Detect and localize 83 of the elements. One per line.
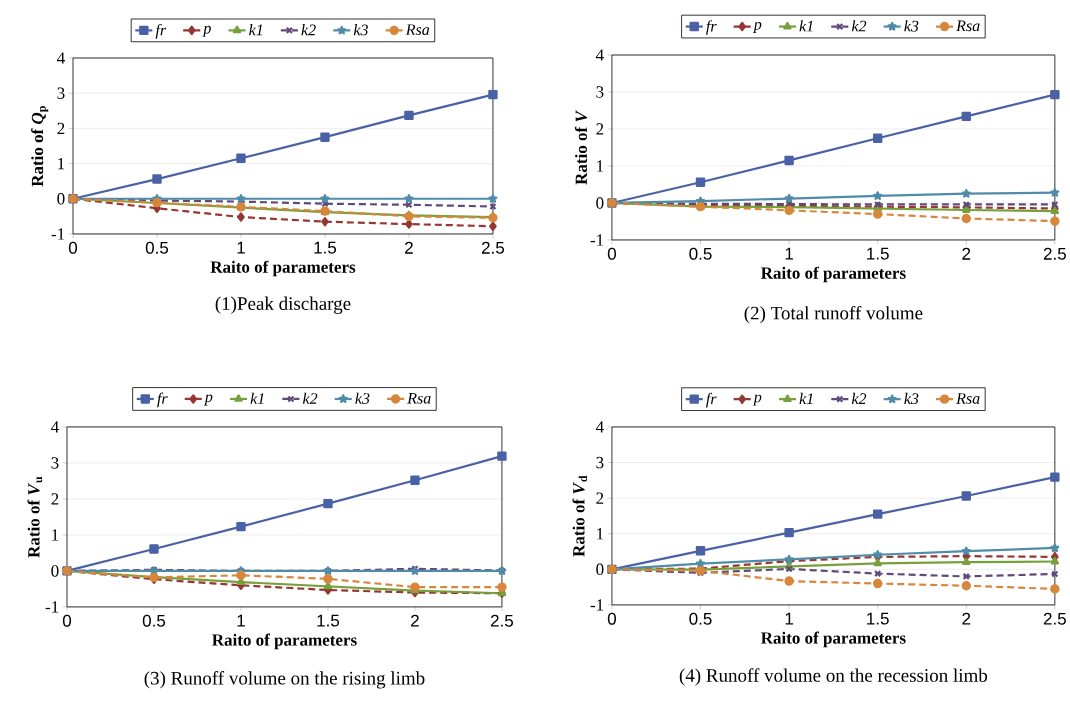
legend-label: k3 — [355, 392, 370, 404]
x-tick-label: 2.5 — [1043, 612, 1066, 625]
legend-label: k3 — [353, 24, 368, 36]
legend-label: fr — [157, 392, 168, 408]
y-tick-label: 4 — [57, 52, 65, 64]
y-tick-label: 3 — [57, 87, 65, 99]
x-axis-title: Raito of parameters — [761, 266, 906, 283]
legend-label: Rsa — [956, 393, 980, 404]
y-tick-label: 2 — [57, 122, 65, 135]
y-axis-title: Ratio of V$_{d}$ — [572, 475, 588, 557]
legend-label: p — [752, 394, 762, 406]
legend-label: p — [752, 22, 762, 34]
y-tick-label: -1 — [590, 234, 604, 246]
x-tick-label: 2.5 — [1043, 247, 1066, 260]
y-axis-title: Ratio of Q$_{p}$ — [31, 106, 49, 187]
y-tick-label: 1 — [597, 160, 604, 172]
text: (4) Runoff volume on the recession limb — [679, 668, 988, 686]
legend-label: k2 — [301, 24, 316, 36]
x-tick-label: 1 — [785, 612, 793, 625]
y-tick-label: 0 — [51, 565, 59, 577]
y-tick-label: -1 — [51, 228, 65, 240]
legend-label: k1 — [799, 20, 813, 32]
legend-label: Rsa — [405, 24, 430, 36]
legend-label: fr — [706, 392, 717, 408]
x-tick-label: 1.5 — [314, 241, 337, 254]
x-tick-label: 0.5 — [142, 614, 166, 627]
x-tick-label: 0.5 — [689, 247, 712, 260]
x-tick-label: 1.5 — [867, 247, 889, 260]
y-tick-label: -1 — [45, 601, 59, 613]
y-axis-title: Ratio of V — [574, 110, 588, 185]
x-tick-label: 0 — [68, 241, 78, 254]
y-tick-label: 2 — [596, 123, 604, 135]
legend-label: p — [203, 394, 213, 406]
legend-label: k2 — [851, 392, 867, 404]
x-axis-title: Raito of parameters — [761, 631, 906, 648]
x-tick-label: 2.5 — [490, 614, 514, 627]
x-tick-label: 1.5 — [317, 614, 340, 627]
y-axis-title: Ratio of V$_{u}$ — [27, 476, 43, 558]
x-tick-label: 2.5 — [481, 241, 505, 254]
y-tick-label: 3 — [51, 457, 59, 469]
text: (2) Total runoff volume — [744, 305, 923, 324]
x-axis-title: Raito of parameters — [210, 260, 356, 277]
legend-label: k3 — [904, 392, 919, 405]
legend-label: k1 — [250, 392, 264, 404]
y-tick-label: 1 — [597, 528, 604, 540]
legend-label: Rsa — [407, 393, 431, 404]
y-tick-label: 1 — [58, 158, 65, 170]
y-tick-label: 2 — [596, 492, 604, 504]
legend-label: p — [202, 25, 211, 37]
x-tick-label: 1 — [237, 614, 245, 627]
x-tick-label: 0 — [607, 612, 616, 625]
legend-label: k2 — [302, 392, 318, 404]
x-tick-label: 0.5 — [145, 241, 169, 254]
y-tick-label: 3 — [596, 86, 604, 98]
legend-label: fr — [155, 24, 167, 39]
text: (1)Peak discharge — [215, 296, 351, 314]
y-tick-label: 4 — [595, 421, 604, 433]
x-tick-label: 2 — [962, 612, 971, 625]
legend-label: Rsa — [956, 20, 980, 32]
legend-label: fr — [706, 20, 717, 35]
y-tick-label: 4 — [595, 49, 604, 61]
legend-label: k1 — [799, 392, 813, 404]
x-tick-label: 0 — [607, 247, 616, 260]
y-tick-label: 2 — [51, 493, 59, 505]
y-tick-label: -1 — [590, 599, 604, 611]
y-tick-label: 0 — [57, 193, 65, 205]
x-tick-label: 1 — [785, 247, 793, 260]
x-tick-label: 1 — [237, 241, 245, 254]
legend-label: k2 — [851, 20, 867, 32]
legend-label: k3 — [904, 20, 919, 32]
x-tick-label: 1.5 — [867, 612, 889, 625]
x-tick-label: 2 — [411, 614, 419, 627]
x-tick-label: 2 — [962, 247, 971, 260]
x-axis-title: Raito of parameters — [212, 633, 357, 650]
y-tick-label: 4 — [51, 421, 59, 433]
y-tick-label: 1 — [52, 529, 59, 541]
x-tick-label: 0.5 — [689, 612, 712, 625]
text: (3) Runoff volume on the rising limb — [144, 671, 425, 689]
y-tick-label: 0 — [596, 563, 604, 576]
y-tick-label: 0 — [596, 197, 604, 209]
y-tick-label: 3 — [596, 456, 604, 469]
legend-label: k1 — [249, 24, 263, 36]
x-tick-label: 2 — [405, 241, 413, 254]
